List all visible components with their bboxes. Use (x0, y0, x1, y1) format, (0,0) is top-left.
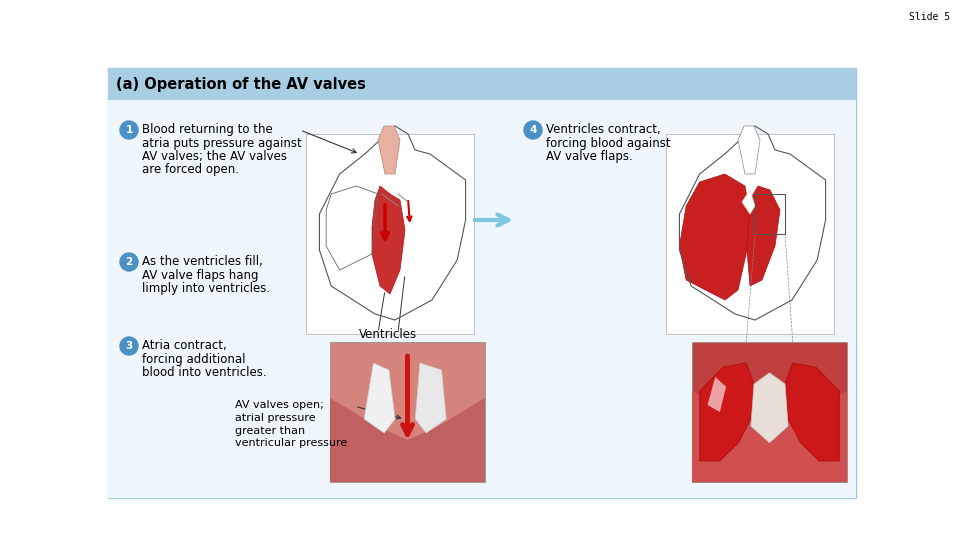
Text: forcing blood against: forcing blood against (546, 137, 671, 150)
Text: greater than: greater than (235, 426, 305, 436)
Text: Blood returning to the: Blood returning to the (142, 124, 273, 137)
Polygon shape (692, 391, 847, 482)
Bar (108, 100, 856, 498)
Circle shape (120, 337, 138, 355)
Text: Slide 5: Slide 5 (909, 12, 950, 22)
Text: AV valves; the AV valves: AV valves; the AV valves (142, 150, 287, 163)
Text: Ventricles contract,: Ventricles contract, (546, 124, 660, 137)
Text: AV valve flaps.: AV valve flaps. (546, 150, 633, 163)
Bar (666, 134, 834, 334)
Polygon shape (330, 398, 485, 482)
Polygon shape (738, 126, 760, 174)
Text: atrial pressure: atrial pressure (235, 413, 316, 423)
Text: AV valve flaps hang: AV valve flaps hang (142, 269, 258, 282)
Text: 3: 3 (126, 341, 132, 351)
Text: (a) Operation of the AV valves: (a) Operation of the AV valves (116, 77, 366, 91)
Text: Atria contract,: Atria contract, (142, 340, 227, 353)
Polygon shape (708, 377, 726, 412)
Text: Ventricles: Ventricles (359, 328, 417, 341)
Text: AV valves open;: AV valves open; (235, 400, 324, 410)
Polygon shape (416, 363, 446, 433)
Bar (692, 342, 847, 482)
Bar (108, 68, 856, 498)
Polygon shape (785, 363, 839, 461)
Bar (306, 134, 474, 334)
Bar (108, 68, 856, 100)
Circle shape (120, 253, 138, 271)
Bar (755, 194, 785, 234)
Text: ventricular pressure: ventricular pressure (235, 438, 348, 448)
Text: blood into ventricles.: blood into ventricles. (142, 366, 267, 379)
Text: 4: 4 (529, 125, 537, 135)
Polygon shape (700, 363, 754, 461)
Polygon shape (364, 363, 396, 433)
Text: 1: 1 (126, 125, 132, 135)
Circle shape (524, 121, 542, 139)
Text: As the ventricles fill,: As the ventricles fill, (142, 255, 263, 268)
Circle shape (120, 121, 138, 139)
Bar (330, 342, 485, 482)
Polygon shape (742, 190, 755, 214)
Polygon shape (378, 126, 400, 174)
Polygon shape (747, 186, 780, 286)
Text: are forced open.: are forced open. (142, 163, 239, 176)
Text: atria puts pressure against: atria puts pressure against (142, 137, 301, 150)
Text: forcing additional: forcing additional (142, 353, 246, 366)
Polygon shape (372, 186, 405, 294)
Polygon shape (680, 174, 750, 300)
Polygon shape (751, 373, 788, 443)
Text: 2: 2 (126, 257, 132, 267)
Text: limply into ventricles.: limply into ventricles. (142, 282, 270, 295)
